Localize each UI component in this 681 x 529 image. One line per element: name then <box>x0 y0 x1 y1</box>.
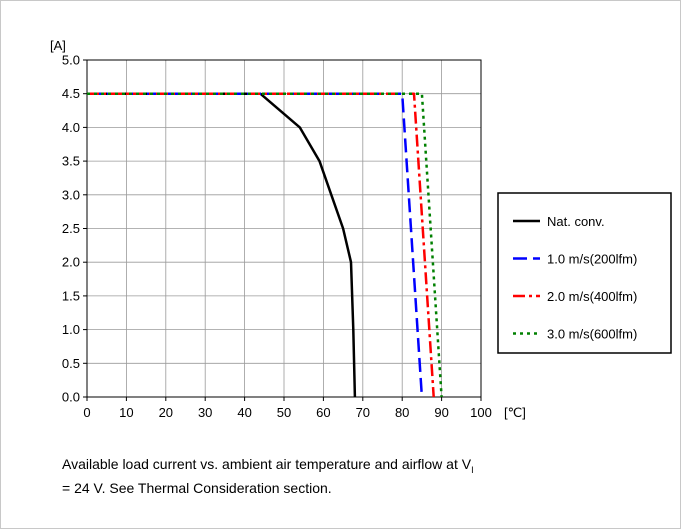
y-tick-label: 3.0 <box>62 187 80 202</box>
caption-text-end: = 24 V. See Thermal Consideration sectio… <box>62 479 332 496</box>
y-tick-label: 2.5 <box>62 221 80 236</box>
y-axis-label: [A] <box>50 38 66 53</box>
chart: 0.0 0.5 1.0 1.5 2.0 2.5 3.0 3.5 4.0 4.5 5.0 0 10 20 3… <box>50 38 672 420</box>
y-tick-label: 1.0 <box>62 322 80 337</box>
caption-subscript: I <box>471 464 474 475</box>
series-line-4 <box>87 92 443 398</box>
x-tick-label: 70 <box>356 405 370 420</box>
x-tick-label: 10 <box>119 405 133 420</box>
x-tick-label: 0 <box>83 405 90 420</box>
y-tick-label: 2.0 <box>62 255 80 270</box>
x-tick-label: 80 <box>395 405 409 420</box>
x-tick-label: 40 <box>237 405 251 420</box>
x-tick-label: 60 <box>316 405 330 420</box>
y-tick-label: 0.5 <box>62 356 80 371</box>
legend-box <box>497 192 672 354</box>
chart-series <box>87 92 443 398</box>
legend: Nat. conv. 1.0 m/s(200lfm) 2.0 m/s(400lfm)… <box>497 192 672 354</box>
y-tick-label: 4.5 <box>62 86 80 101</box>
x-axis-ticks: 0 10 20 30 40 50 60 70 80 90 100 <box>83 397 492 420</box>
legend-label-3: 2.0 m/s(400lfm) <box>547 289 637 304</box>
series-line-3 <box>87 92 435 398</box>
legend-label-1: Nat. conv. <box>547 214 605 229</box>
x-tick-label: 30 <box>198 405 212 420</box>
y-tick-label: 3.5 <box>62 154 80 169</box>
y-tick-label: 4.0 <box>62 120 80 135</box>
y-axis-ticks: 0.0 0.5 1.0 1.5 2.0 2.5 3.0 3.5 4.0 4.5 5.0 <box>62 53 87 405</box>
x-tick-label: 90 <box>434 405 448 420</box>
caption-text-start: Available load current vs. ambient air t… <box>62 456 472 472</box>
y-tick-label: 0.0 <box>62 390 80 405</box>
x-tick-label: 20 <box>159 405 173 420</box>
y-tick-label: 1.5 <box>62 288 80 303</box>
series-line-2 <box>87 92 424 398</box>
x-tick-label: 50 <box>277 405 291 420</box>
legend-label-2: 1.0 m/s(200lfm) <box>547 252 637 267</box>
x-axis-label: [℃] <box>504 405 526 420</box>
legend-label-4: 3.0 m/s(600lfm) <box>547 327 637 342</box>
x-tick-label: 100 <box>470 405 492 420</box>
figure-caption: Available load current vs. ambient air t… <box>62 455 482 497</box>
series-line-1 <box>87 92 357 398</box>
y-tick-label: 5.0 <box>62 53 80 68</box>
